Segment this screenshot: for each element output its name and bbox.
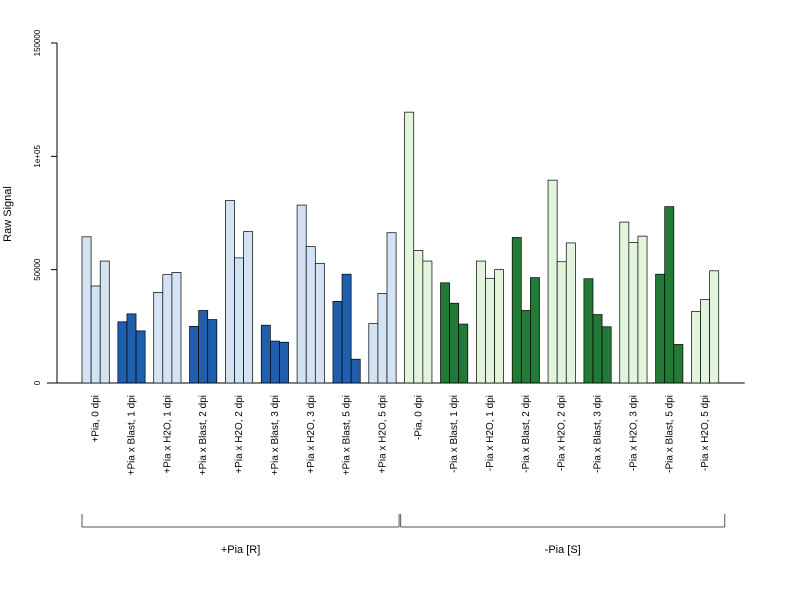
bar xyxy=(90,285,101,384)
group-brackets: +Pia [R] -Pia [S] xyxy=(81,514,726,556)
x-tick-label: -Pia x H2O, 2 dpi xyxy=(557,395,568,471)
bars xyxy=(81,111,720,384)
x-tick-labels: +Pia, 0 dpi +Pia x Blast, 1 dpi +Pia x H2O… xyxy=(91,395,711,475)
x-tick-label: +Pia x Blast, 1 dpi xyxy=(127,395,138,475)
bar xyxy=(691,311,701,384)
group-label: +Pia [R] xyxy=(221,544,260,556)
x-tick-label: +Pia x H2O, 1 dpi xyxy=(162,395,173,474)
bar xyxy=(368,323,379,384)
bar xyxy=(279,341,289,384)
x-tick-label: -Pia, 0 dpi xyxy=(413,395,424,440)
bar xyxy=(260,324,271,384)
bar xyxy=(270,340,280,384)
bar xyxy=(476,260,486,384)
bar xyxy=(520,310,531,384)
y-axis-title: Raw Signal xyxy=(2,186,14,242)
bar xyxy=(404,111,415,384)
bar xyxy=(601,326,612,384)
bar xyxy=(81,236,92,384)
bar xyxy=(162,274,173,384)
bar xyxy=(296,204,307,384)
bar xyxy=(700,299,710,384)
bar xyxy=(198,310,209,384)
bar xyxy=(377,293,388,384)
bar xyxy=(243,231,254,384)
bar xyxy=(422,260,433,384)
x-tick-label: +Pia x H2O, 5 dpi xyxy=(377,395,388,474)
bar xyxy=(386,232,397,384)
bar xyxy=(413,250,424,384)
x-tick-label: +Pia x H2O, 3 dpi xyxy=(306,395,317,474)
group-label: -Pia [S] xyxy=(545,544,581,556)
x-tick-label: -Pia x Blast, 1 dpi xyxy=(449,395,460,473)
bar xyxy=(153,291,164,384)
x-tick-label: +Pia x H2O, 2 dpi xyxy=(234,395,245,474)
x-tick-label: -Pia x Blast, 5 dpi xyxy=(664,395,675,473)
bar xyxy=(99,260,110,384)
bar xyxy=(673,344,684,384)
x-tick-label: -Pia x H2O, 5 dpi xyxy=(700,395,711,471)
bar xyxy=(664,206,675,384)
x-tick-label: -Pia x Blast, 3 dpi xyxy=(593,395,604,473)
x-tick-label: -Pia x H2O, 3 dpi xyxy=(628,395,639,471)
bar xyxy=(628,242,639,384)
y-tick-label: 1e+05 xyxy=(33,145,42,168)
bar xyxy=(341,273,352,384)
bar xyxy=(530,277,540,384)
bar xyxy=(305,246,316,384)
bar xyxy=(449,302,460,384)
bar xyxy=(655,273,666,384)
bar xyxy=(592,314,603,384)
bar xyxy=(619,221,630,384)
bar xyxy=(171,272,182,384)
bar xyxy=(458,323,469,384)
y-tick-label: 150000 xyxy=(33,29,42,56)
bar xyxy=(350,358,361,384)
bar xyxy=(117,321,128,384)
bar xyxy=(556,261,567,384)
bar xyxy=(440,282,450,384)
bar xyxy=(135,330,146,384)
x-tick-label: -Pia x Blast, 2 dpi xyxy=(521,395,532,473)
bar xyxy=(637,235,648,384)
x-tick-label: -Pia x H2O, 1 dpi xyxy=(485,395,496,471)
bar xyxy=(332,301,343,384)
y-tick-label: 0 xyxy=(33,380,42,385)
x-tick-label: +Pia x Blast, 2 dpi xyxy=(198,395,209,475)
y-tick-label: 50000 xyxy=(33,258,42,281)
bar xyxy=(511,237,522,384)
bar xyxy=(709,270,720,384)
bar xyxy=(485,277,495,384)
bar xyxy=(189,325,200,384)
bar xyxy=(314,262,325,384)
bar xyxy=(565,242,576,384)
x-tick-label: +Pia x Blast, 3 dpi xyxy=(270,395,281,475)
bar xyxy=(207,319,218,384)
x-tick-label: +Pia x Blast, 5 dpi xyxy=(342,395,353,475)
bar xyxy=(583,278,594,384)
bar xyxy=(225,200,235,384)
bar xyxy=(126,313,137,384)
bar xyxy=(547,179,558,384)
bar xyxy=(234,257,244,384)
bar xyxy=(494,269,504,384)
x-tick-label: +Pia, 0 dpi xyxy=(91,395,102,443)
